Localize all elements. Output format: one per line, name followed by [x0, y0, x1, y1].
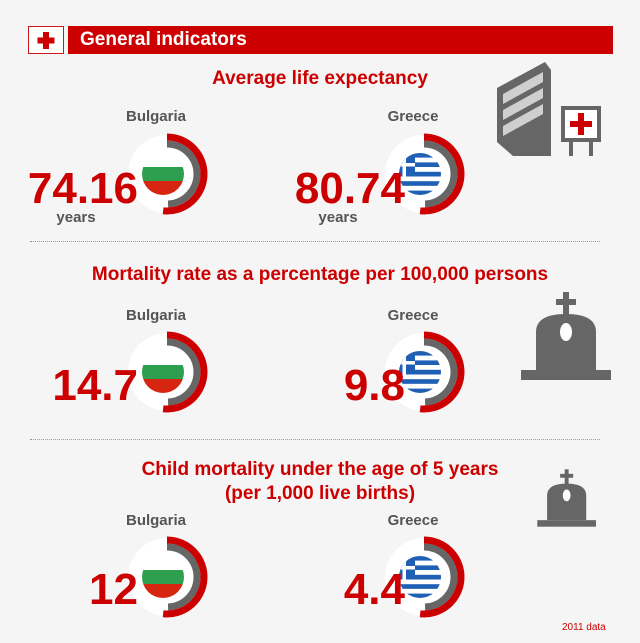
section-title-child-mortality-line2: (per 1,000 live births): [224, 483, 416, 504]
gauge-bulgaria-2: [128, 331, 208, 413]
value-bulgaria-life-expectancy: 74.16: [27, 164, 138, 213]
country-label-bulgaria-3: Bulgaria: [125, 512, 186, 529]
gauge-outer-arc: [419, 133, 465, 215]
unit-years-bulgaria: years: [56, 209, 96, 226]
gauge-outer-arc: [162, 331, 208, 413]
gauge-greece-1: [385, 133, 465, 215]
value-bulgaria-child-mortality: 12: [89, 565, 138, 614]
divider-2: [30, 439, 600, 440]
gauge-inner-arc: [166, 338, 201, 406]
value-greece-mortality-rate: 9.8: [343, 361, 405, 410]
gauge-inner-arc: [166, 543, 201, 611]
gauge-inner-arc: [423, 543, 458, 611]
footnote: 2011 data: [562, 622, 606, 633]
bulgaria-flag-icon: [142, 556, 184, 598]
gauge-outer-arc: [162, 133, 208, 215]
gauge-inner-arc: [423, 338, 458, 406]
gauge-inner-arc: [166, 140, 201, 208]
gauge-outer-arc: [162, 536, 208, 618]
gauge-outer-arc: [419, 536, 465, 618]
section-title-life-expectancy: Average life expectancy: [212, 68, 428, 89]
section-title-child-mortality-line1: Child mortality under the age of 5 years: [141, 459, 499, 480]
gauge-inner-arc: [423, 140, 458, 208]
country-label-bulgaria-1: Bulgaria: [125, 108, 186, 125]
bulgaria-flag-icon: [142, 153, 184, 195]
header-title: General indicators: [80, 29, 247, 50]
gravestone-icon: [521, 292, 611, 380]
section-title-mortality-rate: Mortality rate as a percentage per 100,0…: [91, 264, 549, 285]
red-cross-icon: [37, 32, 55, 49]
bulgaria-flag-icon: [142, 351, 184, 393]
hospital-icon: [497, 62, 601, 156]
divider-1: [30, 241, 600, 242]
gauge-bulgaria-3: [128, 536, 208, 618]
country-label-greece-1: Greece: [387, 108, 439, 125]
header-bar: [68, 26, 613, 54]
header-icon-box: [28, 26, 64, 54]
country-label-bulgaria-2: Bulgaria: [125, 307, 186, 324]
gauge-greece-2: [385, 331, 465, 413]
gauge-bulgaria-1: [128, 133, 208, 215]
country-label-greece-3: Greece: [387, 512, 439, 529]
unit-years-greece: years: [318, 209, 358, 226]
gauge-outer-arc: [419, 331, 465, 413]
gravestone-icon-small: [537, 469, 596, 527]
value-greece-child-mortality: 4.4: [343, 565, 405, 614]
value-bulgaria-mortality-rate: 14.7: [52, 361, 138, 410]
gauge-greece-3: [385, 536, 465, 618]
country-label-greece-2: Greece: [387, 307, 439, 324]
greece-flag-icon: [399, 153, 441, 195]
value-greece-life-expectancy: 80.74: [294, 164, 405, 213]
